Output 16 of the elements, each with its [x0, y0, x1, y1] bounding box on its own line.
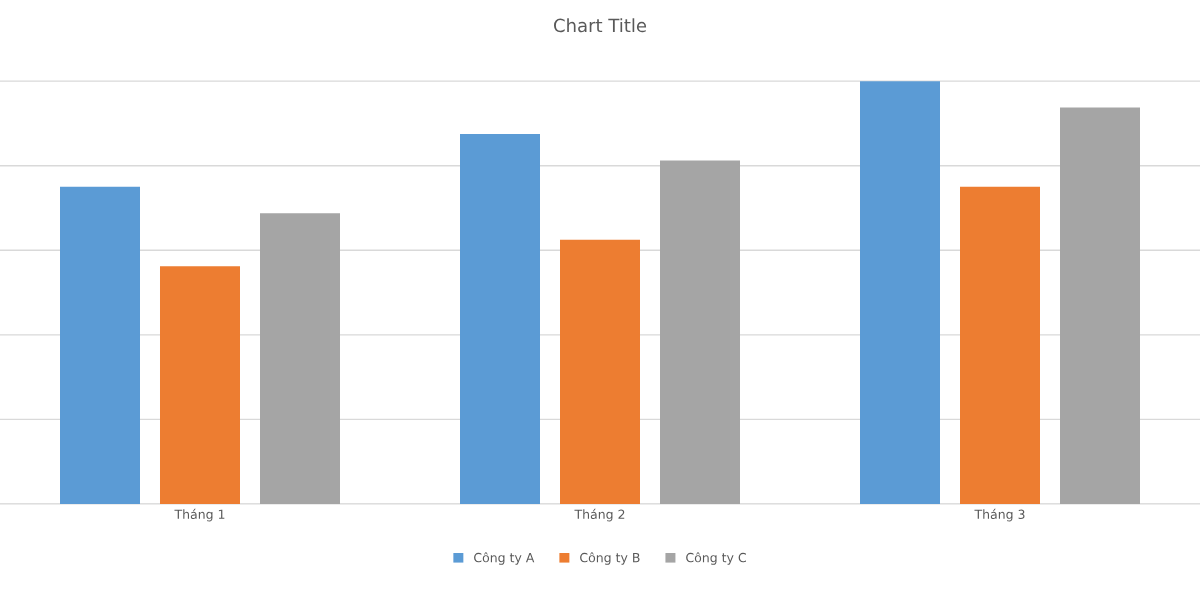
legend-label: Công ty C [686, 552, 746, 565]
x-tick-label: Tháng 3 [974, 508, 1025, 522]
bar [60, 186, 140, 504]
legend-label: Công ty A [474, 552, 535, 565]
chart-title: Chart Title [553, 18, 647, 33]
bar [460, 134, 540, 504]
bar [960, 186, 1040, 504]
bar [1060, 107, 1140, 504]
bar [660, 160, 740, 504]
bar [160, 266, 240, 504]
legend-label: Công ty B [580, 552, 640, 565]
bar [260, 213, 340, 504]
bar [560, 239, 640, 504]
x-tick-label: Tháng 1 [174, 508, 225, 522]
x-tick-label: Tháng 2 [574, 508, 625, 522]
bar [860, 81, 940, 504]
